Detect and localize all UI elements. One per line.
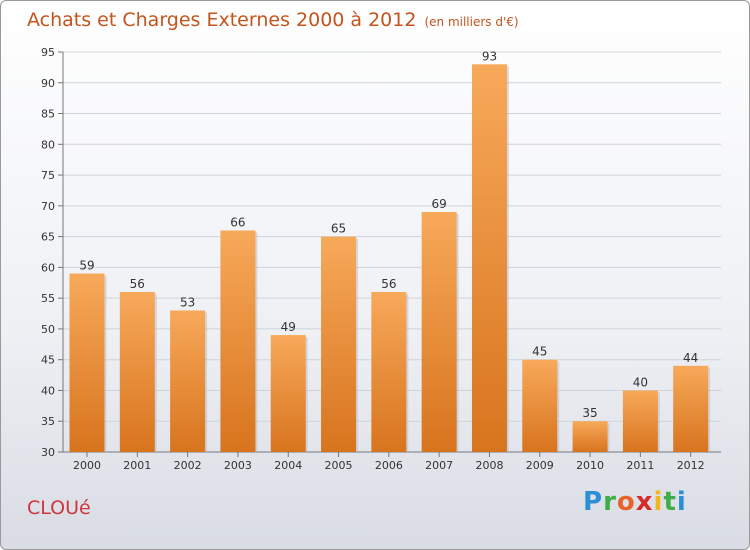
x-tick-label: 2002 <box>174 459 202 472</box>
chart-panel: Achats et Charges Externes 2000 à 2012 (e… <box>0 0 750 550</box>
logo-letter: i <box>654 487 664 517</box>
y-tick-label: 65 <box>41 231 55 244</box>
x-tick-label: 2009 <box>526 459 554 472</box>
bar <box>120 292 155 452</box>
data-label: 65 <box>331 222 346 236</box>
data-label: 53 <box>180 295 195 309</box>
y-tick-label: 90 <box>41 77 55 90</box>
x-tick-label: 2001 <box>123 459 151 472</box>
logo-letter: t <box>663 487 676 517</box>
y-tick-label: 50 <box>41 323 55 336</box>
x-tick-label: 2006 <box>375 459 403 472</box>
bar <box>70 274 105 452</box>
data-label: 56 <box>381 277 396 291</box>
bar <box>321 237 356 452</box>
logo-letter: i <box>677 487 687 517</box>
x-tick-label: 2008 <box>475 459 503 472</box>
bar <box>573 421 608 452</box>
data-label: 59 <box>79 259 94 273</box>
bar <box>271 335 306 452</box>
bar <box>522 360 557 452</box>
data-label: 49 <box>281 320 296 334</box>
bar <box>422 212 457 452</box>
y-tick-label: 30 <box>41 446 55 459</box>
data-label: 93 <box>482 49 497 63</box>
x-tick-label: 2004 <box>274 459 302 472</box>
logo-letter: P <box>583 487 603 517</box>
y-tick-label: 70 <box>41 200 55 213</box>
x-axis: 2000 2001 2002 2003 2004 2005 2006 2007 2008 2009… <box>73 452 705 472</box>
data-label: 40 <box>633 375 648 389</box>
x-tick-label: 2007 <box>425 459 453 472</box>
x-tick-label: 2003 <box>224 459 252 472</box>
y-tick-label: 55 <box>41 292 55 305</box>
data-label: 44 <box>683 351 698 365</box>
bar <box>220 230 255 452</box>
y-tick-label: 80 <box>41 138 55 151</box>
x-tick-label: 2000 <box>73 459 101 472</box>
y-tick-label: 85 <box>41 108 55 121</box>
bar-chart: 30 35 40 45 50 55 60 65 70 75 80 85 90 95 59 56 53 66 49 6… <box>1 1 750 550</box>
logo-letter: o <box>617 487 636 517</box>
bar <box>673 366 708 452</box>
data-label: 45 <box>532 345 547 359</box>
bar <box>170 310 205 452</box>
proxiti-logo: Proxiti <box>583 487 687 517</box>
data-label: 69 <box>432 197 447 211</box>
y-tick-label: 95 <box>41 46 55 59</box>
x-tick-label: 2005 <box>325 459 353 472</box>
x-tick-label: 2012 <box>677 459 705 472</box>
bars <box>70 64 711 452</box>
data-label: 35 <box>582 406 597 420</box>
data-label: 56 <box>130 277 145 291</box>
y-tick-label: 60 <box>41 261 55 274</box>
bar <box>472 64 507 452</box>
logo-letter: x <box>636 487 654 517</box>
y-tick-label: 75 <box>41 169 55 182</box>
x-tick-label: 2011 <box>626 459 654 472</box>
logo-letter: r <box>603 487 617 517</box>
x-tick-label: 2010 <box>576 459 604 472</box>
y-tick-label: 35 <box>41 415 55 428</box>
y-tick-label: 45 <box>41 354 55 367</box>
commune-name: CLOUé <box>27 497 91 519</box>
bar <box>371 292 406 452</box>
y-tick-label: 40 <box>41 384 55 397</box>
data-label: 66 <box>230 215 245 229</box>
bar <box>623 390 658 452</box>
